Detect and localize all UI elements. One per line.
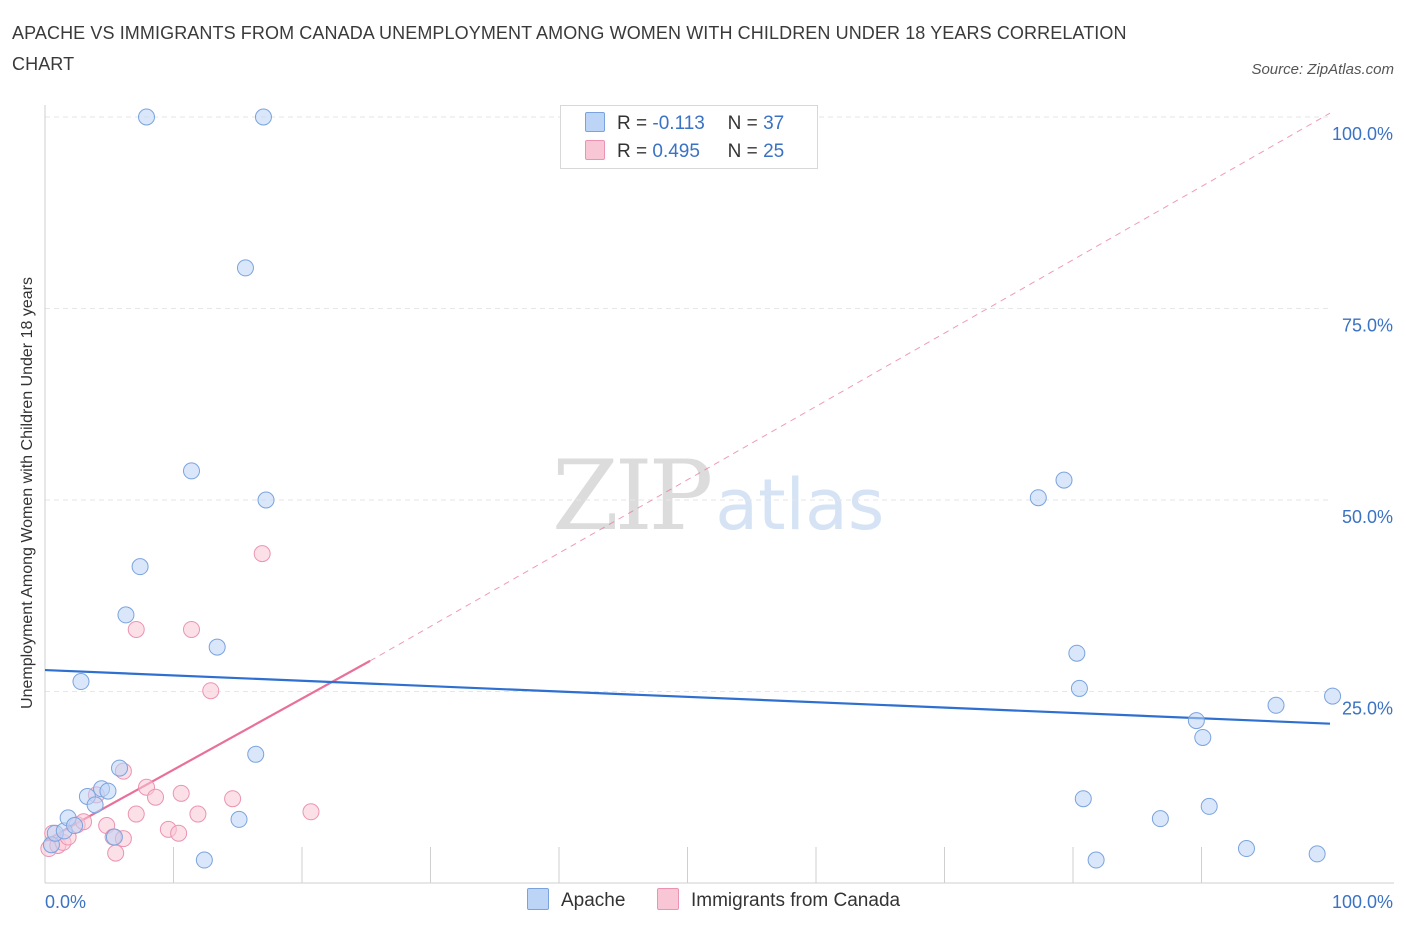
axes <box>44 105 1394 884</box>
gridlines <box>45 116 1330 692</box>
canada-point <box>172 784 190 802</box>
apache-point <box>195 851 213 869</box>
legend-item-canada: Immigrants from Canada <box>657 888 900 912</box>
legend-row-canada: R = 0.495 N = 25 <box>585 138 784 166</box>
legend-row-apache: R = -0.113 N = 37 <box>585 110 784 138</box>
canada-point <box>189 805 207 823</box>
y-tick-label: 75.0% <box>1342 316 1393 336</box>
apache-point <box>1187 712 1205 730</box>
apache-point <box>66 817 84 835</box>
apache-point <box>1151 810 1169 828</box>
apache-point <box>117 606 135 624</box>
apache-n-value: 37 <box>763 113 785 134</box>
watermark-atlas: atlas <box>715 464 885 546</box>
y-tick-label: 25.0% <box>1342 699 1393 719</box>
apache-point <box>1200 797 1218 815</box>
apache-point <box>230 810 248 828</box>
apache-point <box>111 759 129 777</box>
apache-point <box>1087 851 1105 869</box>
canada-point <box>170 824 188 842</box>
r-label: R = <box>617 141 648 162</box>
apache-legend-label: Apache <box>561 890 626 911</box>
y-tick-label: 100.0% <box>1332 124 1393 144</box>
correlation-legend: R = -0.113 N = 37 R = 0.495 N = 25 <box>560 105 818 169</box>
n-label: N = <box>727 141 758 162</box>
n-label: N = <box>727 113 758 134</box>
data-points <box>40 108 1342 869</box>
x-tick-label: 100.0% <box>1332 892 1393 912</box>
apache-point <box>208 638 226 656</box>
canada-point <box>147 788 165 806</box>
canada-legend-label: Immigrants from Canada <box>691 890 901 911</box>
watermark-zip: ZIP <box>552 440 713 552</box>
x-tick-label: 0.0% <box>45 892 86 912</box>
canada-n-value: 25 <box>763 141 785 162</box>
apache-point <box>1029 489 1047 507</box>
apache-point <box>1055 471 1073 489</box>
canada-point <box>253 545 271 563</box>
chart-title: APACHE VS IMMIGRANTS FROM CANADA UNEMPLO… <box>12 23 1127 74</box>
apache-point <box>1237 840 1255 858</box>
apache-point <box>105 828 123 846</box>
apache-point <box>1070 679 1088 697</box>
watermark: ZIPatlas <box>552 440 884 552</box>
apache-point <box>236 259 254 277</box>
canada-point <box>127 620 145 638</box>
apache-point <box>99 782 117 800</box>
apache-r-value: -0.113 <box>652 113 705 134</box>
legend-item-apache: Apache <box>527 888 625 912</box>
tick-labels: 25.0% 50.0% 75.0% 100.0% 0.0% 100.0% <box>45 124 1393 912</box>
apache-swatch <box>585 112 605 132</box>
apache-point <box>1308 845 1326 863</box>
canada-r-value: 0.495 <box>652 141 700 162</box>
apache-point <box>182 462 200 480</box>
apache-point <box>138 108 156 126</box>
apache-trend-line <box>44 668 1331 725</box>
canada-point <box>302 803 320 821</box>
canada-point <box>107 844 125 862</box>
canada-point <box>202 682 220 700</box>
apache-point <box>1324 687 1342 705</box>
apache-point <box>1194 728 1212 746</box>
apache-point <box>247 745 265 763</box>
apache-point <box>72 673 90 691</box>
canada-legend-swatch <box>657 888 679 910</box>
apache-point <box>131 558 149 576</box>
apache-point <box>1074 790 1092 808</box>
apache-point <box>254 108 272 126</box>
source-label: Source: ZipAtlas.com <box>1251 61 1394 78</box>
y-tick-label: 50.0% <box>1342 507 1393 527</box>
apache-legend-swatch <box>527 888 549 910</box>
canada-trend-extension <box>369 112 1331 662</box>
canada-point <box>182 620 200 638</box>
apache-point <box>86 796 104 814</box>
canada-point <box>224 790 242 808</box>
canada-swatch <box>585 140 605 160</box>
apache-point <box>1267 696 1285 714</box>
canada-point <box>127 805 145 823</box>
trend-lines <box>44 112 1331 842</box>
r-label: R = <box>617 113 648 134</box>
apache-point <box>257 491 275 509</box>
apache-point <box>1068 644 1086 662</box>
